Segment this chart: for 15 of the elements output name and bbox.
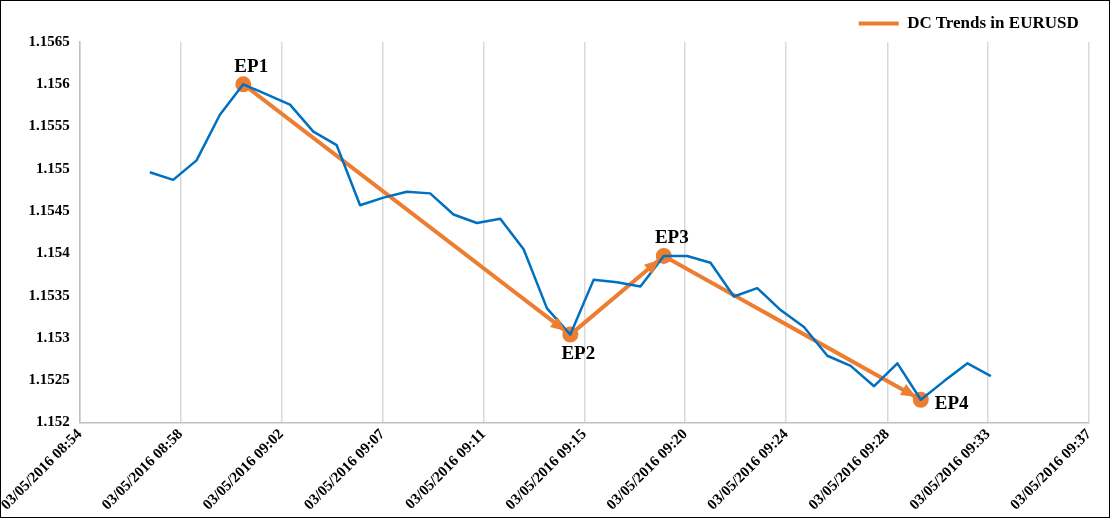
y-tick-label: 1.1545 bbox=[28, 202, 70, 219]
y-tick-label: 1.153 bbox=[35, 328, 70, 345]
legend-label: DC Trends in EURUSD bbox=[907, 12, 1079, 32]
y-tick-label: 1.156 bbox=[35, 75, 71, 92]
y-tick-label: 1.155 bbox=[35, 159, 70, 176]
y-tick-label: 1.1555 bbox=[28, 117, 70, 134]
y-tick-label: 1.154 bbox=[35, 244, 71, 261]
y-tick-label: 1.1525 bbox=[28, 371, 70, 388]
annotation: EP3 bbox=[654, 226, 689, 248]
y-tick-label: 1.1565 bbox=[28, 32, 70, 49]
annotation: EP2 bbox=[561, 342, 596, 364]
y-tick-label: 1.1535 bbox=[28, 286, 70, 303]
annotation: EP4 bbox=[934, 391, 970, 413]
y-tick-label: 1.152 bbox=[35, 413, 70, 430]
annotation: EP1 bbox=[234, 54, 269, 76]
